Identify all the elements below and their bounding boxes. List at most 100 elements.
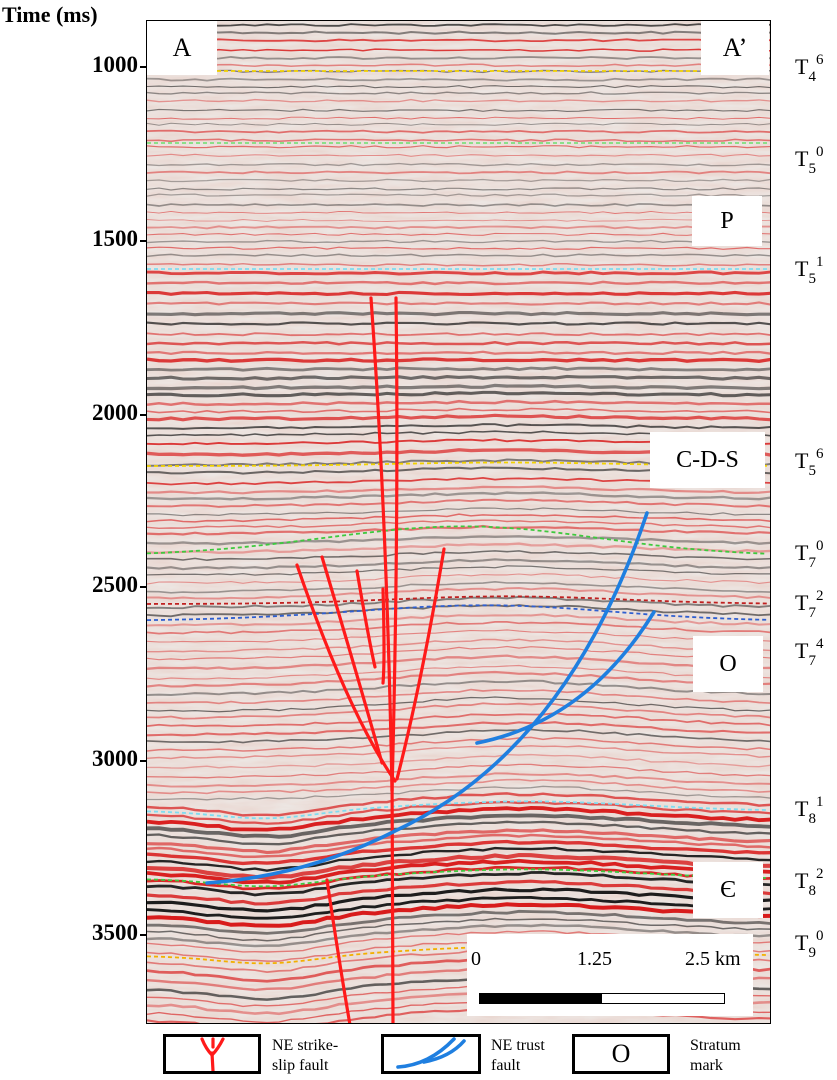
reflector-line (147, 193, 770, 197)
scale-label-1-25: 1.25 (577, 948, 612, 970)
horizon-line (147, 595, 768, 605)
reflector-line (147, 239, 770, 244)
reflector-line (147, 407, 770, 414)
reflector-line (147, 232, 770, 236)
reflector-line (147, 524, 770, 536)
reflector-line (147, 138, 770, 143)
time-tick-1500: 1500 (92, 226, 138, 251)
horizon-label-t8-1: T81 (795, 794, 824, 827)
reflector-line (147, 828, 770, 855)
reflector-line (147, 778, 770, 795)
reflector-line (147, 246, 770, 250)
reflector-line (147, 145, 770, 149)
reflector-line (147, 858, 770, 885)
strike-slip-fault (390, 296, 399, 793)
reflector-line (147, 48, 770, 52)
horizon-label-t5-0: T50 (795, 144, 824, 177)
scale-label-2-5-km: 2.5 km (685, 948, 741, 970)
horizon-line (147, 800, 768, 820)
reflector-line (147, 550, 770, 561)
thrust-fault-icon (396, 1037, 466, 1069)
reflector-line (147, 785, 770, 801)
stratum-mark-p: P (692, 196, 762, 246)
reflector-line (147, 116, 770, 120)
horizon-label-t7-4: T74 (795, 636, 824, 669)
reflector-line (147, 721, 770, 737)
horizon-label-t5-1: T51 (795, 254, 824, 287)
reflector-line (147, 535, 770, 546)
strike-slip-icon (200, 1037, 225, 1073)
reflector-line (147, 895, 770, 920)
reflector-line (147, 688, 770, 705)
tick-mark (140, 934, 148, 936)
legend-stratum-symbol: O (572, 1034, 670, 1074)
reflector-line (147, 565, 770, 576)
horizon-line (147, 604, 768, 621)
reflector-line (147, 805, 770, 832)
reflector-line (147, 210, 770, 214)
tick-mark (140, 586, 148, 588)
reflector-line (147, 595, 770, 610)
time-tick-2000: 2000 (92, 400, 138, 425)
tick-mark (140, 66, 148, 68)
reflector-line (147, 519, 770, 530)
reflector-line (147, 399, 770, 407)
scale-bar: 0 1.25 2.5 km (467, 934, 753, 1016)
reflector-line (147, 218, 770, 222)
reflector-line (147, 129, 770, 134)
reflector-line (147, 871, 770, 897)
horizon-lines (147, 70, 768, 965)
reflector-line (147, 712, 770, 728)
scale-label-0: 0 (471, 948, 481, 970)
reflector-line (147, 638, 770, 653)
horizon-line (147, 461, 768, 467)
reflector-line (147, 170, 770, 175)
reflector-line (147, 321, 770, 326)
reflector-line (147, 30, 770, 35)
seismic-section (146, 20, 771, 1024)
legend-thrust-label: NE trust fault (491, 1037, 545, 1074)
reflector-line (147, 879, 770, 906)
reflector-line (147, 645, 770, 661)
scale-bar-black-segment (479, 993, 601, 1004)
strike-slip-fault (390, 764, 395, 1023)
horizon-label-t5-6: T56 (795, 446, 824, 479)
reflector-line (147, 839, 770, 866)
legend-thrust-symbol (381, 1034, 481, 1074)
reflector-line (147, 923, 770, 948)
reflector-line (147, 332, 770, 337)
strike-slip-fault (369, 296, 394, 793)
reflector-line (147, 203, 770, 207)
strike-slip-fault (395, 547, 446, 781)
reflector-line (147, 604, 770, 618)
reflector-line (147, 513, 770, 523)
reflector-line (147, 772, 770, 788)
strike-slip-fault (320, 555, 384, 765)
reflector-line (147, 301, 770, 306)
reflector-line (147, 670, 770, 688)
reflector-line (147, 736, 770, 752)
reflector-line (147, 38, 770, 43)
reflector-line (147, 507, 770, 517)
reflector-line (147, 153, 770, 157)
reflector-line (147, 108, 770, 112)
strike-slip-faults (295, 296, 446, 1023)
reflector-line (147, 85, 770, 89)
reflector-line (147, 91, 770, 95)
scale-bar-white-segment (601, 993, 725, 1004)
horizon-line (147, 525, 768, 555)
legend-strike-slip-label: NE strike- slip fault (272, 1037, 339, 1074)
thrust-faults (205, 511, 656, 885)
reflector-line (147, 573, 770, 585)
horizon-label-t4-6: T46 (795, 52, 824, 85)
reflector-line (147, 270, 770, 276)
reflector-line (147, 423, 770, 430)
horizon-label-t7-0: T70 (795, 538, 824, 571)
strike-slip-fault (381, 587, 386, 685)
reflector-line (147, 162, 770, 167)
strike-slip-fault (355, 569, 377, 669)
reflector-line (147, 280, 770, 286)
section-start-label: A (147, 21, 217, 75)
legend-stratum-label: Stratum mark (690, 1037, 741, 1074)
reflector-line (147, 341, 770, 346)
